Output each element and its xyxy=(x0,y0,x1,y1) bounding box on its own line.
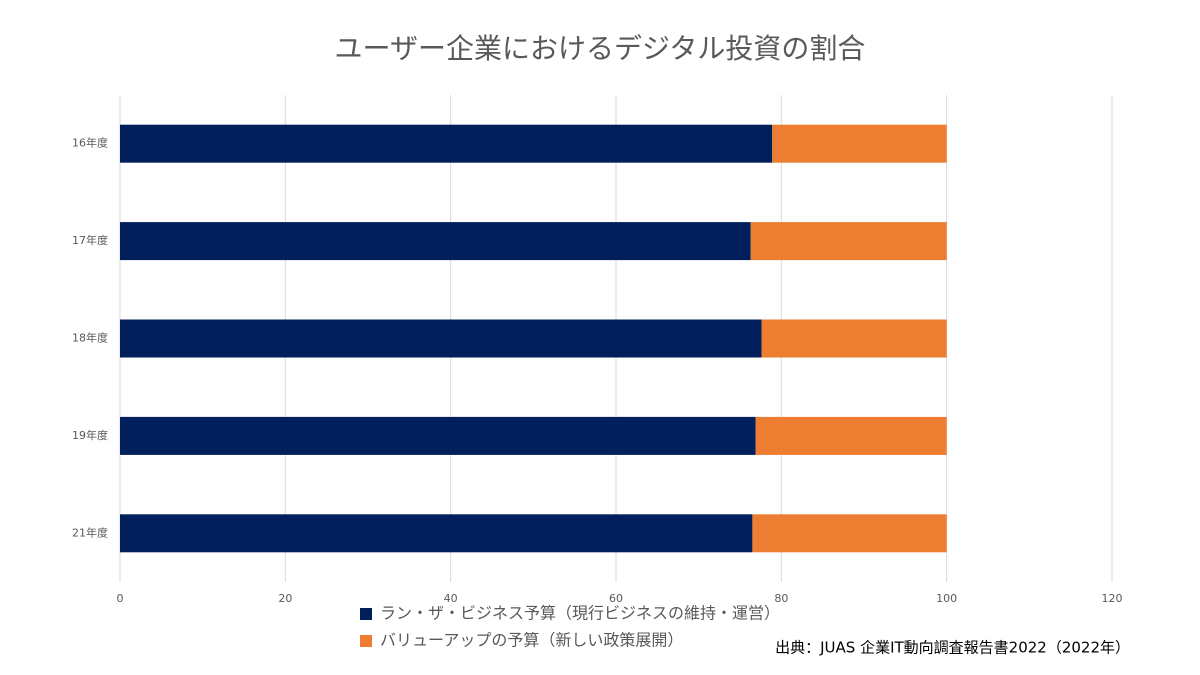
bar-segment xyxy=(120,514,753,553)
legend-label: バリューアップの予算（新しい政策展開） xyxy=(380,631,683,650)
bar-segment xyxy=(120,222,751,261)
x-tick-label: 40 xyxy=(444,592,458,605)
bar-segment xyxy=(120,124,773,163)
bar-segment xyxy=(750,222,947,261)
bar-segment xyxy=(120,319,762,358)
y-tick-label: 17年度 xyxy=(72,233,108,247)
source-note: 出典：JUAS 企業IT動向調査報告書2022（2022年） xyxy=(775,639,1130,657)
legend-swatch xyxy=(360,608,372,620)
x-tick-label: 80 xyxy=(774,592,788,605)
chart-title: ユーザー企業におけるデジタル投資の割合 xyxy=(335,32,866,65)
y-tick-label: 19年度 xyxy=(72,428,108,442)
x-tick-label: 60 xyxy=(609,592,623,605)
bar-segment xyxy=(772,124,947,163)
y-tick-label: 16年度 xyxy=(72,136,108,150)
x-tick-label: 100 xyxy=(936,592,957,605)
bar-segment xyxy=(755,416,947,455)
x-tick-label: 20 xyxy=(278,592,292,605)
x-tick-label: 0 xyxy=(117,592,124,605)
y-tick-label: 21年度 xyxy=(72,525,108,539)
bar-segment xyxy=(120,416,756,455)
legend-swatch xyxy=(360,635,372,647)
y-tick-label: 18年度 xyxy=(72,331,108,345)
bar-segment xyxy=(752,514,947,553)
bar-segment xyxy=(761,319,947,358)
x-tick-label: 120 xyxy=(1102,592,1123,605)
legend-label: ラン・ザ・ビジネス予算（現行ビジネスの維持・運営） xyxy=(380,604,780,623)
